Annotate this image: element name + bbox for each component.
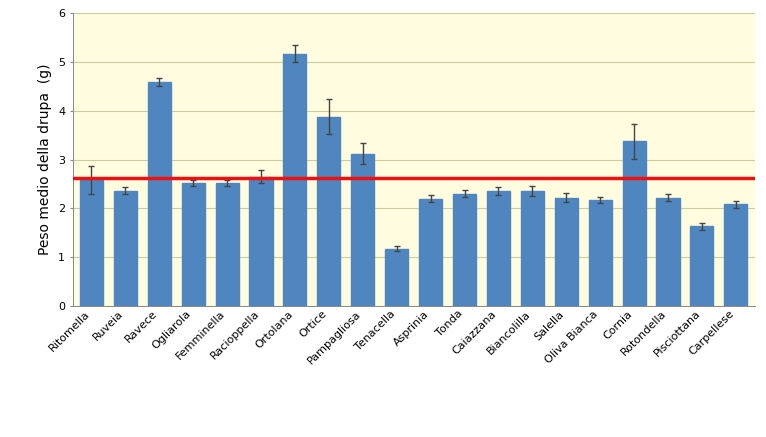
Bar — [453, 194, 476, 306]
Bar — [521, 191, 544, 306]
Bar — [80, 180, 103, 306]
Bar — [352, 154, 375, 306]
Bar — [690, 226, 713, 306]
Bar — [555, 198, 578, 306]
Bar — [182, 183, 205, 306]
Bar — [114, 191, 137, 306]
Bar — [419, 198, 442, 306]
Bar — [250, 177, 273, 306]
Bar — [487, 191, 510, 306]
Bar — [148, 83, 171, 306]
Bar — [725, 205, 748, 306]
Bar — [656, 198, 679, 306]
Bar — [317, 117, 340, 306]
Bar — [588, 200, 612, 306]
Bar — [283, 54, 306, 306]
Bar — [623, 142, 646, 306]
Y-axis label: Peso medio della drupa  (g): Peso medio della drupa (g) — [38, 64, 52, 255]
Bar — [215, 183, 239, 306]
Bar — [385, 249, 408, 306]
